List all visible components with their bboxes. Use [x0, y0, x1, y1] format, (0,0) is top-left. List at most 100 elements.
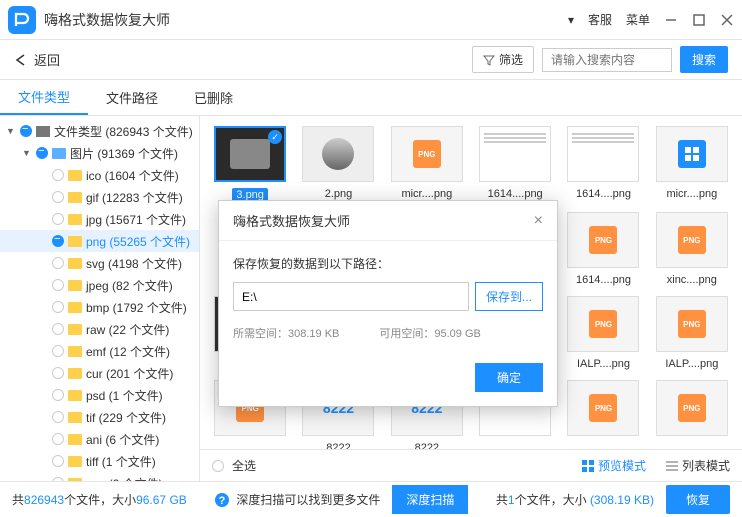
tree-item[interactable]: cur (201 个文件) [0, 362, 199, 384]
tree-checkbox[interactable] [52, 323, 64, 335]
dialog-close-button[interactable]: × [534, 212, 543, 230]
tab-file-path[interactable]: 文件路径 [88, 80, 176, 115]
tab-deleted[interactable]: 已删除 [176, 80, 251, 115]
file-thumb[interactable]: PNG [656, 296, 728, 352]
tree-checkbox[interactable] [52, 213, 64, 225]
tree-checkbox[interactable] [52, 389, 64, 401]
dialog-titlebar: 嗨格式数据恢复大师 × [219, 201, 557, 241]
tree-checkbox[interactable] [20, 125, 32, 137]
folder-icon [68, 390, 82, 401]
back-label: 返回 [34, 50, 60, 69]
file-card[interactable]: 1614....png [563, 126, 643, 202]
file-card[interactable]: ✓3.png [210, 126, 290, 202]
tree-checkbox[interactable] [36, 147, 48, 159]
tree-item[interactable]: ▼文件类型 (826943 个文件) [0, 120, 199, 142]
select-all-check[interactable] [212, 460, 224, 472]
tree-item[interactable]: png (55265 个文件) [0, 230, 199, 252]
tree-item[interactable]: bmp (1792 个文件) [0, 296, 199, 318]
file-tree[interactable]: ▼文件类型 (826943 个文件)▼图片 (91369 个文件)ico (16… [0, 116, 200, 481]
folder-icon [68, 346, 82, 357]
file-name: IALP....png [577, 358, 630, 370]
tree-label: cur (201 个文件) [86, 365, 173, 382]
filter-button[interactable]: 筛选 [472, 46, 534, 73]
tree-item[interactable]: ▼ 图片 (91369 个文件) [0, 142, 199, 164]
tree-checkbox[interactable] [52, 455, 64, 467]
tree-label: eps (2 个文件) [86, 475, 163, 482]
title-bar: 嗨格式数据恢复大师 ▾ 客服 菜单 [0, 0, 742, 40]
tree-checkbox[interactable] [52, 433, 64, 445]
file-card[interactable]: PNGmicr....png [387, 126, 467, 202]
tree-toggle-icon[interactable]: ▼ [6, 126, 16, 136]
tree-item[interactable]: ico (1604 个文件) [0, 164, 199, 186]
tree-item[interactable]: tif (229 个文件) [0, 406, 199, 428]
minimize-button[interactable] [664, 13, 678, 27]
file-thumb[interactable] [479, 126, 551, 182]
file-card[interactable]: PNG1614....png [563, 212, 643, 286]
grid-icon [582, 460, 594, 472]
deep-scan-text: 深度扫描可以找到更多文件 [236, 491, 380, 508]
tree-checkbox[interactable] [52, 191, 64, 203]
dropdown-icon[interactable]: ▾ [568, 13, 574, 27]
tree-checkbox[interactable] [52, 301, 64, 313]
list-mode-button[interactable]: 列表模式 [666, 457, 730, 474]
file-thumb[interactable]: PNG [656, 380, 728, 436]
preview-mode-label: 预览模式 [598, 457, 646, 474]
path-input[interactable] [233, 282, 469, 311]
file-card[interactable]: 1614....png [475, 126, 555, 202]
tree-label: 图片 (91369 个文件) [70, 145, 178, 162]
search-input[interactable] [542, 48, 672, 72]
tree-label: gif (12283 个文件) [86, 189, 183, 206]
file-card[interactable]: PNGIALP....png [652, 296, 732, 370]
menu-link[interactable]: 菜单 [626, 11, 650, 28]
file-card[interactable]: PNGxinc....png [652, 212, 732, 286]
tree-checkbox[interactable] [52, 257, 64, 269]
tree-checkbox[interactable] [52, 345, 64, 357]
tree-checkbox[interactable] [52, 411, 64, 423]
tree-label: raw (22 个文件) [86, 321, 169, 338]
file-card[interactable]: PNG [652, 380, 732, 449]
file-card[interactable]: PNG IALP....png [563, 296, 643, 370]
file-thumb[interactable]: PNG [567, 296, 639, 352]
tree-item[interactable]: jpg (15671 个文件) [0, 208, 199, 230]
file-thumb[interactable]: PNG [391, 126, 463, 182]
file-thumb[interactable] [302, 126, 374, 182]
file-thumb[interactable] [567, 126, 639, 182]
ok-button[interactable]: 确定 [475, 363, 543, 392]
tree-item[interactable]: svg (4198 个文件) [0, 252, 199, 274]
tree-item[interactable]: gif (12283 个文件) [0, 186, 199, 208]
tree-checkbox[interactable] [52, 169, 64, 181]
tree-item[interactable]: psd (1 个文件) [0, 384, 199, 406]
info-icon: ? [214, 492, 230, 508]
preview-mode-button[interactable]: 预览模式 [582, 457, 646, 474]
folder-icon [68, 434, 82, 445]
tree-toggle-icon[interactable]: ▼ [22, 148, 32, 158]
tree-checkbox[interactable] [52, 235, 64, 247]
select-all-label[interactable]: 全选 [232, 457, 256, 474]
file-card[interactable]: 2.png [298, 126, 378, 202]
tree-item[interactable]: tiff (1 个文件) [0, 450, 199, 472]
file-thumb[interactable]: PNG [656, 212, 728, 268]
tree-checkbox[interactable] [52, 367, 64, 379]
search-button[interactable]: 搜索 [680, 46, 728, 73]
recover-button[interactable]: 恢复 [666, 485, 730, 514]
service-link[interactable]: 客服 [588, 11, 612, 28]
back-button[interactable]: 返回 [14, 50, 60, 69]
tree-checkbox[interactable] [52, 477, 64, 481]
file-card[interactable]: PNG [563, 380, 643, 449]
file-card[interactable]: micr....png [652, 126, 732, 202]
file-thumb[interactable]: PNG [567, 212, 639, 268]
file-thumb[interactable] [656, 126, 728, 182]
file-thumb[interactable]: PNG [567, 380, 639, 436]
deep-scan-button[interactable]: 深度扫描 [392, 485, 468, 514]
tab-file-type[interactable]: 文件类型 [0, 80, 88, 115]
tree-checkbox[interactable] [52, 279, 64, 291]
tree-item[interactable]: raw (22 个文件) [0, 318, 199, 340]
maximize-button[interactable] [692, 13, 706, 27]
close-button[interactable] [720, 13, 734, 27]
tree-item[interactable]: emf (12 个文件) [0, 340, 199, 362]
file-thumb[interactable]: ✓ [214, 126, 286, 182]
browse-button[interactable]: 保存到... [475, 282, 543, 311]
tree-item[interactable]: jpeg (82 个文件) [0, 274, 199, 296]
tree-item[interactable]: ani (6 个文件) [0, 428, 199, 450]
tree-item[interactable]: eps (2 个文件) [0, 472, 199, 481]
